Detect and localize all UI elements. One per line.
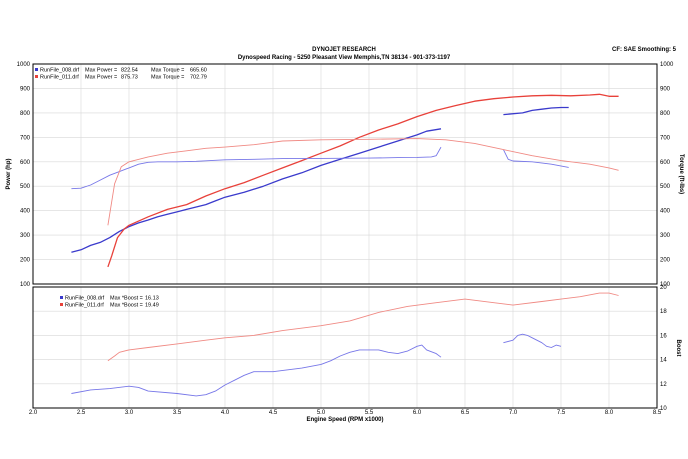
cf-smoothing-note: CF: SAE Smoothing: 5 <box>612 47 677 53</box>
rpm-tick-label: 4.0 <box>221 410 230 416</box>
power-axis-ticks: 100 200 300 400 500 600 700 800 900 1000 <box>17 62 31 288</box>
legend-maxpower-run008: 822.54 <box>121 68 138 74</box>
power-tick-label: 600 <box>20 160 31 166</box>
power-tick-label: 400 <box>20 209 31 215</box>
torque-tick-label: 700 <box>660 135 671 141</box>
boost-legend-max-label-run011: Max *Boost = <box>110 303 143 309</box>
legend-swatch-run008 <box>35 68 38 71</box>
rpm-tick-label: 6.5 <box>461 410 470 416</box>
legend-maxpower-label-run011: Max Power = <box>85 75 117 81</box>
power-tick-label: 100 <box>20 282 31 288</box>
boost-tick-label: 14 <box>660 358 667 364</box>
rpm-axis-label: Engine Speed (RPM x1000) <box>306 417 383 423</box>
power-tick-label: 900 <box>20 86 31 92</box>
chart-subtitle: Dynospeed Racing - 5250 Pleasant View Me… <box>238 55 451 61</box>
power-torque-series-line-0 <box>71 128 442 253</box>
power-torque-series-line-4 <box>502 149 569 168</box>
torque-tick-label: 900 <box>660 86 671 92</box>
boost-legend-file-run008: RunFile_008.drf <box>65 296 105 302</box>
boost-series-line-0 <box>71 344 442 397</box>
power-tick-label: 700 <box>20 135 31 141</box>
power-torque-grid <box>32 63 658 285</box>
torque-axis-ticks: 100 200 300 400 500 600 700 800 900 1000 <box>660 62 674 288</box>
legend-maxpower-label-run008: Max Power = <box>85 68 117 74</box>
torque-tick-label: 800 <box>660 111 671 117</box>
legend-maxtorque-label-run011: Max Torque = <box>151 75 184 81</box>
rpm-tick-label: 2.0 <box>29 410 38 416</box>
power-tick-label: 1000 <box>17 62 31 68</box>
boost-axis-ticks: 10 12 14 16 18 20 <box>660 285 667 412</box>
boost-legend-max-label-run008: Max *Boost = <box>110 296 143 302</box>
rpm-tick-label: 3.0 <box>125 410 134 416</box>
torque-tick-label: 400 <box>660 209 671 215</box>
boost-tick-label: 16 <box>660 333 667 339</box>
torque-tick-label: 200 <box>660 258 671 264</box>
boost-tick-label: 12 <box>660 382 667 388</box>
boost-legend-swatch-run008 <box>60 296 63 299</box>
power-tick-label: 800 <box>20 111 31 117</box>
boost-tick-label: 20 <box>660 285 667 291</box>
torque-tick-label: 300 <box>660 233 671 239</box>
rpm-tick-label: 2.5 <box>77 410 86 416</box>
rpm-tick-label: 5.0 <box>317 410 326 416</box>
power-torque-legend: RunFile_008.drf Max Power = 822.54 Max T… <box>35 68 207 81</box>
boost-legend-max-run011: 19.49 <box>145 303 159 309</box>
boost-legend-file-run011: RunFile_011.drf <box>65 303 104 309</box>
rpm-tick-label: 7.5 <box>557 410 566 416</box>
boost-legend-max-run008: 16.13 <box>145 296 159 302</box>
rpm-axis-ticks: 2.0 2.5 3.0 3.5 4.0 4.5 5.0 5.5 6.0 6.5 7.0 7.5 8.0 8… <box>29 410 662 416</box>
power-torque-series <box>71 93 619 268</box>
boost-tick-label: 18 <box>660 309 667 315</box>
boost-series <box>71 292 619 397</box>
power-tick-label: 500 <box>20 184 31 190</box>
legend-maxpower-run011: 875.73 <box>121 75 138 81</box>
power-tick-label: 300 <box>20 233 31 239</box>
power-tick-label: 200 <box>20 258 31 264</box>
legend-file-run008: RunFile_008.drf <box>40 68 80 74</box>
boost-legend: RunFile_008.drf Max *Boost = 16.13 RunFi… <box>60 296 159 309</box>
power-torque-frame <box>32 63 658 285</box>
rpm-tick-label: 5.5 <box>365 410 374 416</box>
legend-maxtorque-run008: 665.60 <box>190 68 207 74</box>
rpm-tick-label: 8.5 <box>653 410 662 416</box>
rpm-tick-label: 6.0 <box>413 410 422 416</box>
rpm-tick-label: 4.5 <box>269 410 278 416</box>
boost-frame <box>32 286 658 409</box>
boost-tick-label: 10 <box>660 406 667 412</box>
boost-series-line-1 <box>503 333 562 348</box>
torque-tick-label: 100 <box>660 282 671 288</box>
boost-legend-swatch-run011 <box>60 303 63 306</box>
power-torque-series-line-1 <box>503 106 569 116</box>
power-torque-series-line-2 <box>107 93 619 268</box>
torque-tick-label: 1000 <box>660 62 674 68</box>
power-torque-series-line-3 <box>71 146 442 190</box>
boost-series-line-2 <box>107 292 619 362</box>
torque-tick-label: 600 <box>660 160 671 166</box>
power-torque-series-line-5 <box>107 138 619 226</box>
legend-file-run011: RunFile_011.drf <box>40 75 79 81</box>
torque-tick-label: 500 <box>660 184 671 190</box>
rpm-tick-label: 8.0 <box>605 410 614 416</box>
legend-maxtorque-label-run008: Max Torque = <box>151 68 184 74</box>
legend-swatch-run011 <box>35 75 38 78</box>
rpm-tick-label: 7.0 <box>509 410 518 416</box>
power-axis-label: Power (hp) <box>6 158 12 189</box>
chart-title: DYNOJET RESEARCH <box>312 47 376 53</box>
torque-axis-label: Torque (ft-lbs) <box>678 154 684 194</box>
rpm-tick-label: 3.5 <box>173 410 182 416</box>
boost-axis-label: Boost <box>675 340 681 357</box>
legend-maxtorque-run011: 702.79 <box>190 75 207 81</box>
